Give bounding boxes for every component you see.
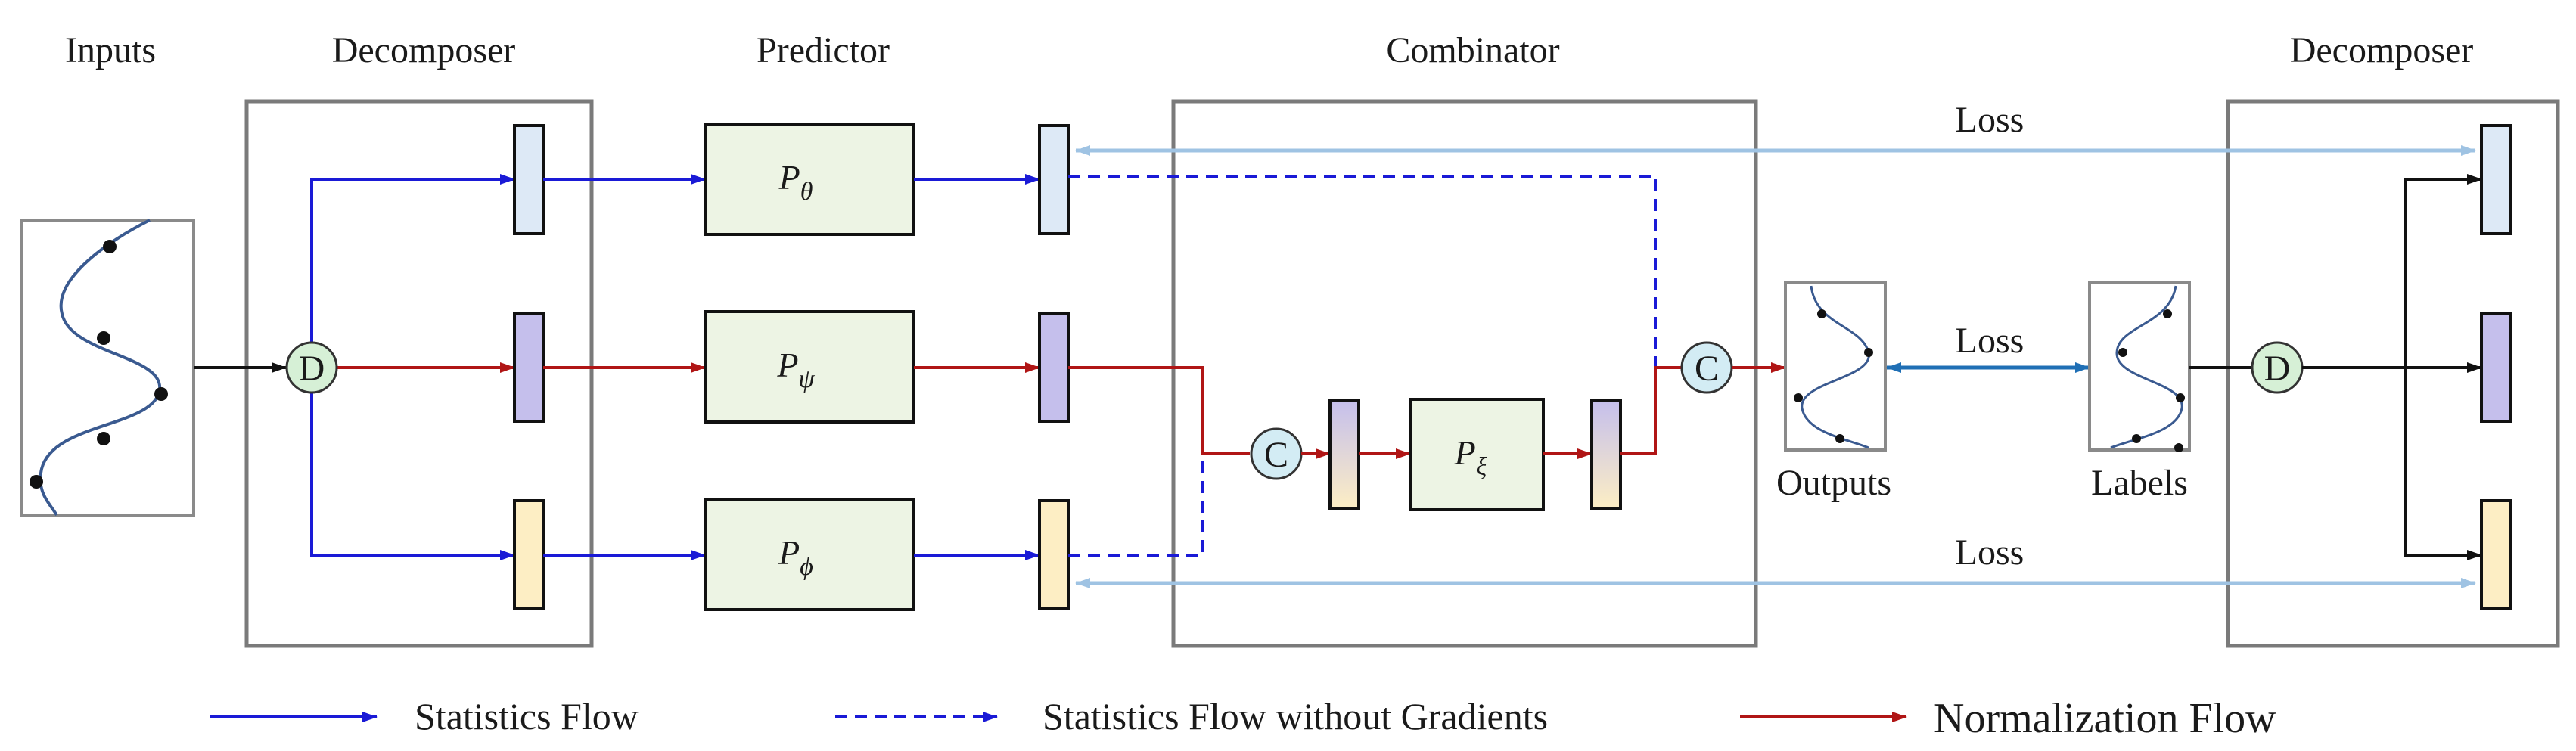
legend-statistics-flow-no-grad-label: Statistics Flow without Gradients [1043, 695, 1548, 737]
predictor-theta [704, 123, 915, 236]
input-point [30, 475, 43, 489]
legend-statistics-flow-label: Statistics Flow [415, 695, 639, 737]
pred-stat-block-bottom [1038, 499, 1070, 610]
norm-flow-to-combine [1068, 366, 1250, 455]
mixed-block-out [1590, 399, 1622, 510]
norm-block-right [2480, 312, 2512, 423]
stat-flow-top-arrow [310, 174, 515, 346]
outputs-curve [1801, 285, 1870, 449]
combine-operator-inner-label: C [1264, 435, 1288, 475]
outputs-plot [1784, 281, 1887, 452]
inputs-title: Inputs [65, 30, 156, 70]
predictor-psi-label: Pψ [776, 346, 815, 393]
stat-flow-no-grad-top [1068, 175, 1681, 369]
decomposer-left-frame [244, 99, 594, 648]
label-point [2174, 443, 2183, 452]
decompose-operator-right-label: D [2264, 349, 2291, 389]
input-point [154, 387, 168, 401]
predictor-psi [704, 310, 915, 424]
outputs-label: Outputs [1776, 463, 1891, 503]
pred-norm-block [1038, 312, 1070, 423]
predictor-xi-label: Pξ [1454, 433, 1487, 481]
legend: Statistics Flow Statistics Flow without … [210, 695, 2276, 742]
norm-flow-to-final-combine [1620, 366, 1681, 455]
mixed-block-in [1328, 399, 1360, 510]
input-point [97, 331, 110, 345]
input-series-plot [20, 219, 195, 517]
input-point [103, 240, 117, 253]
pred-stat-block-top [1038, 124, 1070, 235]
labels-frame [2088, 281, 2191, 452]
label-point [2176, 393, 2185, 402]
decompose-operator-left-label: D [299, 349, 325, 389]
outputs-frame [1784, 281, 1887, 452]
combine-operator-final-label: C [1695, 349, 1719, 389]
predictor-title: Predictor [757, 30, 890, 70]
stat-block-bottom-left [513, 499, 545, 610]
input-series-frame [20, 219, 195, 517]
stat-flow-bottom-arrow [310, 389, 515, 560]
combinator-title: Combinator [1386, 30, 1559, 70]
combinator-frame [1171, 99, 1758, 648]
stat-flow-no-grad-bottom [1068, 452, 1250, 557]
label-point [2118, 348, 2127, 357]
decomposer-right-frame [2226, 99, 2560, 648]
stat-block-top-left [513, 124, 545, 235]
decompose-right-bottom-arrow [2404, 368, 2482, 560]
loss-top-label: Loss [1956, 100, 2024, 140]
label-point [2163, 309, 2172, 318]
stat-block-top-right [2480, 124, 2512, 235]
label-point [2132, 434, 2141, 443]
predictor-phi [704, 498, 915, 611]
decompose-right-top-arrow [2404, 174, 2482, 368]
legend-normalization-flow-label: Normalization Flow [1934, 695, 2276, 742]
decompose-operator-left [285, 341, 338, 394]
input-point [97, 432, 110, 445]
decomposer-right-title: Decomposer [2290, 30, 2474, 70]
input-series-curve [39, 219, 162, 517]
labels-curve [2110, 285, 2183, 449]
loss-bottom-label: Loss [1956, 532, 2024, 573]
norm-block-left [513, 312, 545, 423]
labels-label: Labels [2091, 463, 2188, 503]
loss-middle-label: Loss [1956, 321, 2024, 361]
decomposer-left-title: Decomposer [332, 30, 516, 70]
output-point [1817, 309, 1826, 318]
output-point [1835, 434, 1844, 443]
predictor-theta-label: Pθ [778, 158, 813, 206]
predictor-phi-label: Pϕ [778, 533, 813, 581]
labels-plot [2088, 281, 2191, 452]
output-point [1794, 393, 1803, 402]
stat-block-bottom-right [2480, 499, 2512, 610]
output-point [1864, 348, 1873, 357]
predictor-xi [1409, 398, 1545, 511]
